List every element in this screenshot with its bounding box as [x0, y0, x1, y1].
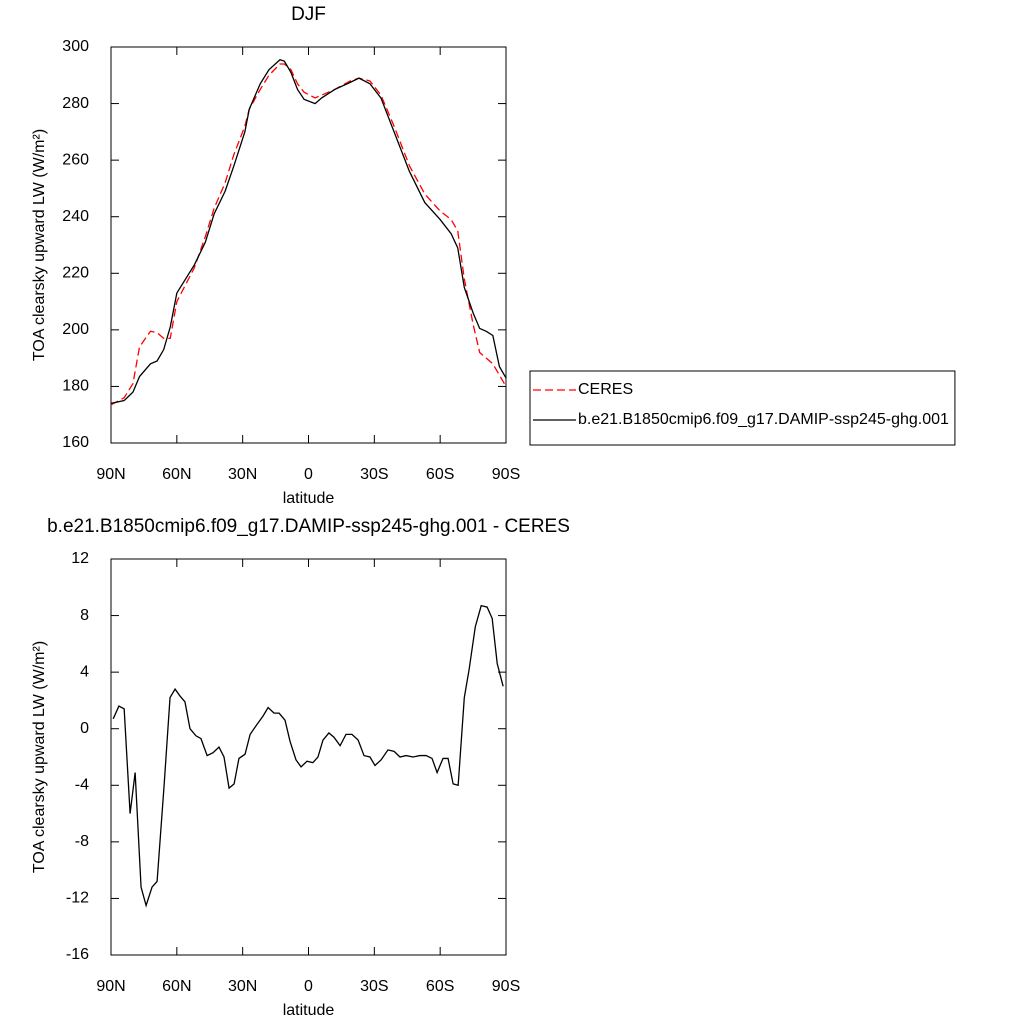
y-tick-label: 220: [62, 265, 89, 282]
chart-title: b.e21.B1850cmip6.f09_g17.DAMIP-ssp245-gh…: [47, 516, 570, 537]
legend: CERES b.e21.B1850cmip6.f09_g17.DAMIP-ssp2…: [529, 370, 956, 446]
y-tick-label: 300: [62, 38, 89, 55]
x-tick-label: 90S: [492, 978, 520, 995]
chart-title: DJF: [291, 4, 326, 25]
y-tick-label: -16: [66, 946, 89, 963]
x-tick-label: 60N: [162, 466, 191, 483]
plot-frame: [110, 558, 507, 956]
y-tick-label: -12: [66, 890, 89, 907]
y-tick-label: 240: [62, 208, 89, 225]
y-tick-label: 12: [71, 550, 89, 567]
y-tick-label: 4: [80, 663, 89, 680]
y-tick-label: 200: [62, 321, 89, 338]
x-tick-label: 30S: [360, 466, 388, 483]
x-tick-label: 90S: [492, 466, 520, 483]
legend-frame: [529, 370, 956, 446]
x-tick-label: 30S: [360, 978, 388, 995]
y-tick-label: 180: [62, 378, 89, 395]
data-line: [110, 58, 507, 405]
y-axis-title: TOA clearsky upward LW (W/m²): [31, 129, 48, 361]
legend-label: CERES: [578, 381, 633, 398]
x-tick-label: 60S: [426, 978, 454, 995]
y-tick-label: 0: [80, 720, 89, 737]
legend-label: b.e21.B1850cmip6.f09_g17.DAMIP-ssp245-gh…: [578, 411, 949, 428]
x-tick-label: 60S: [426, 466, 454, 483]
y-tick-label: -4: [75, 777, 89, 794]
x-tick-label: 30N: [228, 466, 257, 483]
y-tick-label: 8: [80, 607, 89, 624]
x-tick-label: 90N: [96, 466, 125, 483]
y-tick-label: 160: [62, 434, 89, 451]
plot-frame: [110, 46, 507, 444]
data-line: [112, 604, 504, 908]
x-axis-title: latitude: [283, 490, 335, 507]
y-tick-label: -8: [75, 833, 89, 850]
x-tick-label: 0: [304, 978, 313, 995]
x-axis-title: latitude: [283, 1002, 335, 1019]
y-tick-label: 280: [62, 95, 89, 112]
x-tick-label: 0: [304, 466, 313, 483]
y-axis-title: TOA clearsky upward LW (W/m²): [31, 641, 48, 873]
data-line: [110, 63, 507, 406]
x-tick-label: 90N: [96, 978, 125, 995]
x-tick-label: 60N: [162, 978, 191, 995]
y-tick-label: 260: [62, 151, 89, 168]
x-tick-label: 30N: [228, 978, 257, 995]
